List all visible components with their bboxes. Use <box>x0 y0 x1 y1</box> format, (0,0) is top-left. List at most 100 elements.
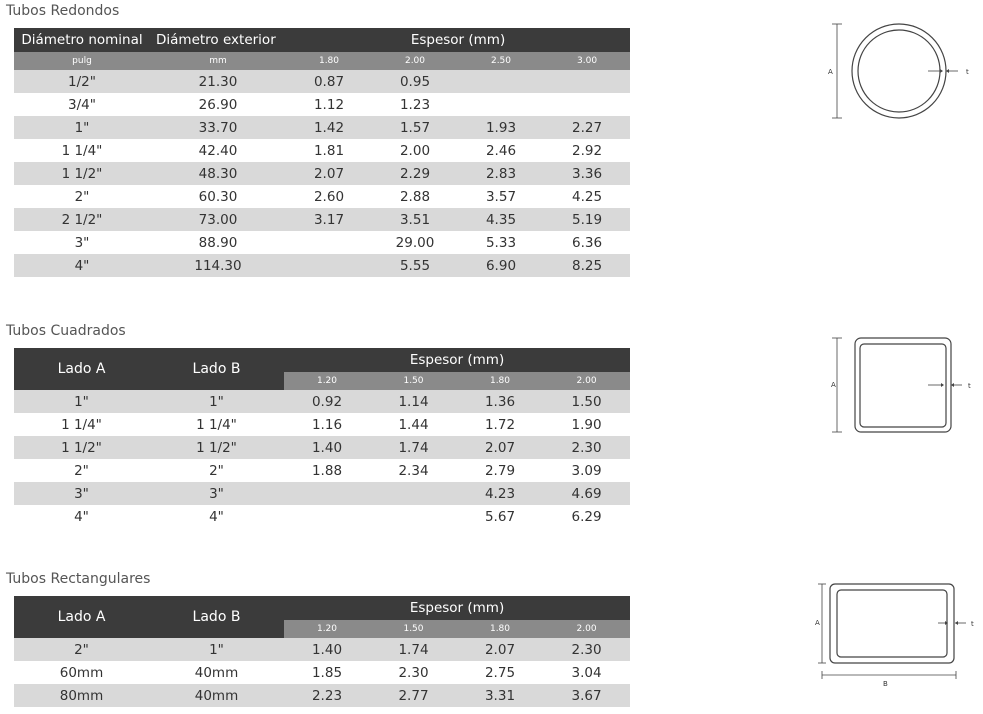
table-cell: 1.44 <box>370 413 457 436</box>
table-cell: 2.75 <box>457 661 543 684</box>
header-lado-b: Lado B <box>149 348 284 390</box>
square-tube-diagram: A t <box>831 337 971 433</box>
label-t: t <box>968 382 971 390</box>
table-cell: 1" <box>149 390 284 413</box>
table-cuadrados: Lado A Lado B Espesor (mm) 1.20 1.50 1.8… <box>14 348 631 528</box>
table-cell: 1.74 <box>370 436 457 459</box>
table-cell: 2" <box>14 638 149 661</box>
table-cell: 2" <box>14 185 150 208</box>
thickness-header: 1.80 <box>457 620 543 638</box>
table-cell: 2.88 <box>372 185 458 208</box>
table-subheader-row: pulg mm 1.80 2.00 2.50 3.00 <box>14 52 631 70</box>
table-cell: 1.85 <box>284 661 370 684</box>
table-cell: 2.34 <box>370 459 457 482</box>
header-lado-a: Lado A <box>14 348 149 390</box>
table-cell: 60mm <box>14 661 149 684</box>
table-cell: 2.07 <box>286 162 372 185</box>
table-cell: 2.07 <box>457 436 543 459</box>
table-cell: 8.25 <box>544 254 631 277</box>
table-cell: 1" <box>14 390 149 413</box>
table-cell: 1.36 <box>457 390 543 413</box>
table-row: 3" 3" 4.23 4.69 <box>14 482 631 505</box>
table-row: 2 1/2" 73.00 3.17 3.51 4.35 5.19 <box>14 208 631 231</box>
table-cell <box>370 505 457 528</box>
label-a: A <box>815 619 820 627</box>
table-cell: 2.92 <box>544 139 631 162</box>
table-cell: 3.57 <box>458 185 544 208</box>
thickness-header: 2.00 <box>543 372 631 390</box>
table-cell: 6.36 <box>544 231 631 254</box>
table-cell: 21.30 <box>150 70 286 93</box>
header-diametro-nominal: Diámetro nominal <box>14 28 150 52</box>
header-lado-b: Lado B <box>149 596 284 638</box>
table-cell: 1 1/4" <box>14 139 150 162</box>
table-cell: 26.90 <box>150 93 286 116</box>
header-diametro-exterior: Diámetro exterior <box>150 28 286 52</box>
header-espesor: Espesor (mm) <box>284 348 631 372</box>
table-cell: 1 1/4" <box>14 413 149 436</box>
table-cell: 114.30 <box>150 254 286 277</box>
inner-circle <box>857 29 941 113</box>
table-subheader-row: 1.20 1.50 1.80 2.00 <box>14 372 631 390</box>
outer-rectangle <box>829 583 955 664</box>
table-rectangulares: Lado A Lado B Espesor (mm) 1.20 1.50 1.8… <box>14 596 631 707</box>
label-a: A <box>831 381 836 389</box>
table-row: 1" 33.70 1.42 1.57 1.93 2.27 <box>14 116 631 139</box>
table-cell: 3.31 <box>457 684 543 707</box>
table-cell: 6.29 <box>543 505 631 528</box>
table-body-cuadrados: 1" 1" 0.92 1.14 1.36 1.50 1 1/4" 1 1/4" 1.16 1.44… <box>14 390 631 528</box>
table-cell: 2.30 <box>543 436 631 459</box>
table-cell: 29.00 <box>372 231 458 254</box>
table-cell: 33.70 <box>150 116 286 139</box>
header-espesor: Espesor (mm) <box>286 28 631 52</box>
table-row: 2" 2" 1.88 2.34 2.79 3.09 <box>14 459 631 482</box>
table-cell: 73.00 <box>150 208 286 231</box>
table-cell: 4" <box>14 254 150 277</box>
table-row: 1 1/4" 42.40 1.81 2.00 2.46 2.92 <box>14 139 631 162</box>
table-cell <box>458 70 544 93</box>
table-cell: 1 1/4" <box>149 413 284 436</box>
table-cell <box>370 482 457 505</box>
table-cell: 2" <box>149 459 284 482</box>
header-espesor: Espesor (mm) <box>284 596 631 620</box>
table-cell: 2.00 <box>372 139 458 162</box>
table-header-row: Diámetro nominal Diámetro exterior Espes… <box>14 28 631 52</box>
table-cell: 1.93 <box>458 116 544 139</box>
table-cell <box>286 231 372 254</box>
table-cell: 6.90 <box>458 254 544 277</box>
table-cell: 0.92 <box>284 390 370 413</box>
table-cell: 3/4" <box>14 93 150 116</box>
table-cell: 3.17 <box>286 208 372 231</box>
round-tube-diagram: A t <box>828 23 969 119</box>
table-header-row: Lado A Lado B Espesor (mm) <box>14 348 631 390</box>
table-cell: 1.50 <box>543 390 631 413</box>
table-cell: 2.30 <box>543 638 631 661</box>
table-cell: 40mm <box>149 661 284 684</box>
table-cell: 3.51 <box>372 208 458 231</box>
section-title-rectangulares: Tubos Rectangulares <box>6 571 151 587</box>
table-cell: 1.14 <box>370 390 457 413</box>
table-cell: 1.81 <box>286 139 372 162</box>
table-cell: 5.33 <box>458 231 544 254</box>
table-row: 1 1/4" 1 1/4" 1.16 1.44 1.72 1.90 <box>14 413 631 436</box>
table-cell <box>286 254 372 277</box>
thickness-header: 1.80 <box>286 52 372 70</box>
table-cell: 2.07 <box>457 638 543 661</box>
table-cell: 2.30 <box>370 661 457 684</box>
thickness-header: 2.50 <box>458 52 544 70</box>
table-cell: 80mm <box>14 684 149 707</box>
table-cell: 3.36 <box>544 162 631 185</box>
table-cell: 1.12 <box>286 93 372 116</box>
table-subheader-row: 1.20 1.50 1.80 2.00 <box>14 620 631 638</box>
table-cell: 4.23 <box>457 482 543 505</box>
table-cell: 48.30 <box>150 162 286 185</box>
table-cell: 2.46 <box>458 139 544 162</box>
table-cell: 2.23 <box>284 684 370 707</box>
table-cell: 4.25 <box>544 185 631 208</box>
table-row: 60mm 40mm 1.85 2.30 2.75 3.04 <box>14 661 631 684</box>
table-cell: 1.90 <box>543 413 631 436</box>
table-cell: 1.57 <box>372 116 458 139</box>
table-cell: 1.74 <box>370 638 457 661</box>
table-cell: 1 1/2" <box>14 162 150 185</box>
thickness-header: 3.00 <box>544 52 631 70</box>
